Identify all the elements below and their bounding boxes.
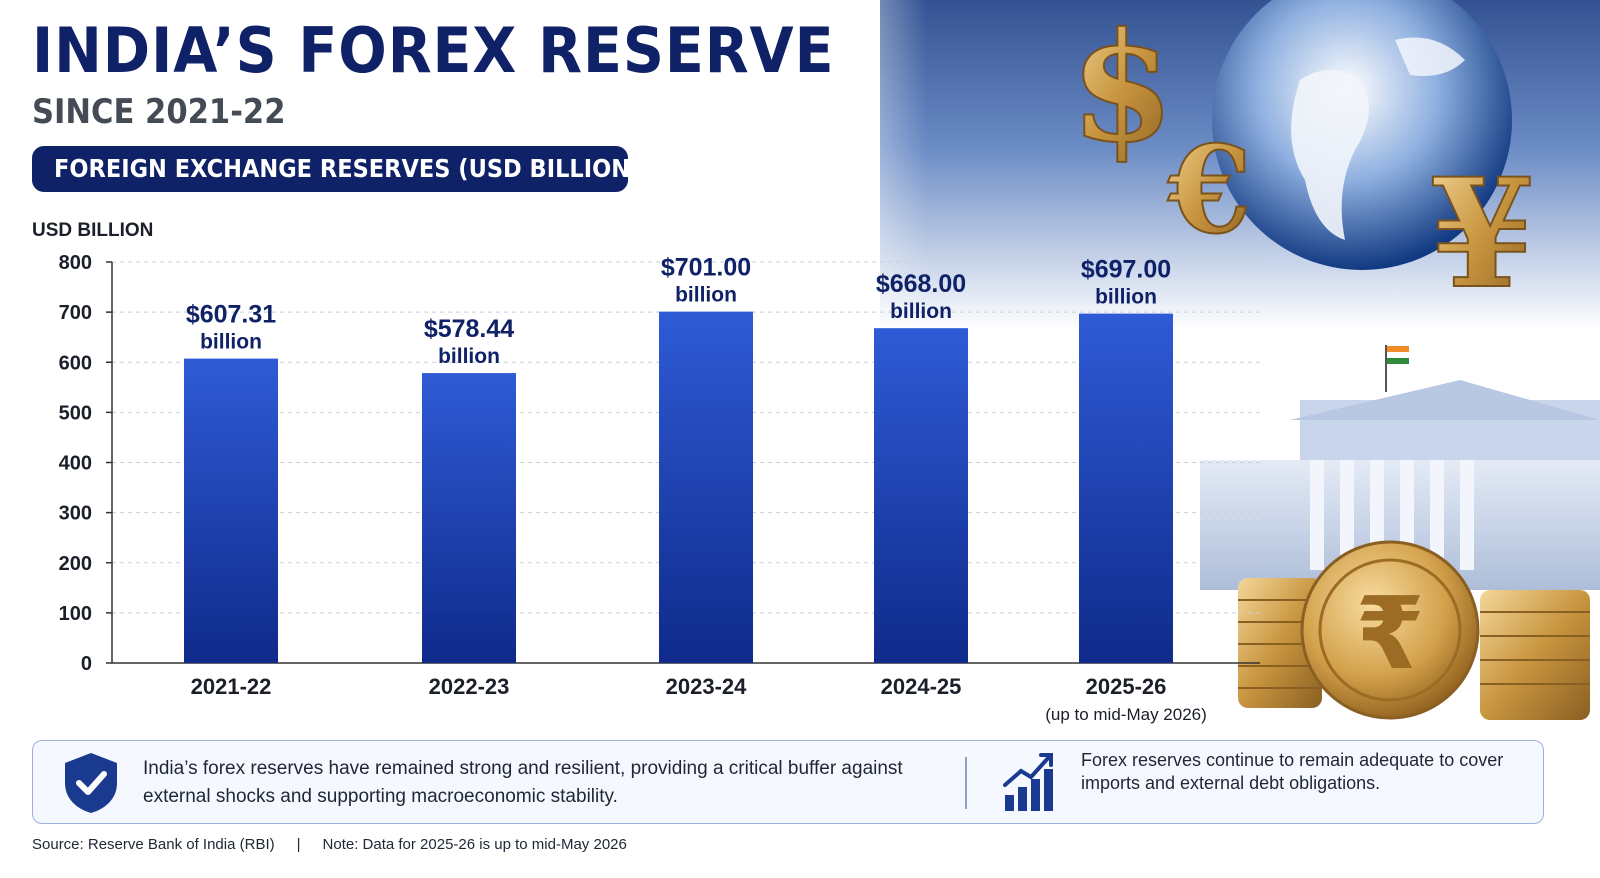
x-tick-label: 2021-22 [191,674,272,699]
chart-heading-pill: FOREIGN EXCHANGE RESERVES (USD BILLION) [32,146,628,192]
chart-heading-label: FOREIGN EXCHANGE RESERVES (USD BILLION) [54,154,628,183]
euro-symbol-icon: € [1167,120,1252,261]
x-tick-label: 2022-23 [429,674,510,699]
info-right-text: Forex reserves continue to remain adequa… [1081,750,1504,793]
y-tick-label: 0 [81,653,92,675]
bar [184,358,278,663]
bar-value-label: $701.00 [661,254,751,282]
footer-source: Source: Reserve Bank of India (RBI) [32,836,275,853]
bar-unit-label: billion [1095,286,1157,309]
bar-unit-label: billion [890,300,952,323]
bar-value-label: $607.31 [186,301,276,329]
globe-icon [1212,0,1512,270]
dollar-symbol-icon: $ [1070,0,1174,176]
y-tick-label: 600 [59,352,92,374]
bar [422,373,516,663]
page-subtitle: SINCE 2021-22 [32,92,286,132]
bar-value-label: $697.00 [1081,256,1171,284]
coin-stack-icon: ₹ [1238,540,1590,720]
y-tick-label: 800 [59,252,92,274]
bar-value-label: $668.00 [876,270,966,298]
x-tick-note: (up to mid-May 2026) [1045,705,1207,724]
y-tick-label: 700 [59,302,92,324]
footer-separator: | [296,836,301,853]
bar [874,328,968,663]
bar [1079,313,1173,663]
x-tick-label: 2023-24 [666,674,748,699]
y-tick-label: 500 [59,402,92,424]
bar-unit-label: billion [200,331,262,354]
growth-chart-icon [1003,753,1053,811]
y-tick-label: 400 [59,453,92,475]
page-title: INDIA’S FOREX RESERVE [32,14,835,87]
shield-check-icon [65,753,117,813]
bar-chart: 0100200300400500600700800$607.31billion2… [59,252,1260,724]
y-tick-label: 300 [59,503,92,525]
bar-unit-label: billion [438,345,500,368]
info-left-text: India’s forex reserves have remained str… [143,758,903,807]
y-tick-label: 200 [59,553,92,575]
bar-unit-label: billion [675,284,737,307]
info-panel: India’s forex reserves have remained str… [32,740,1544,824]
footer-note: Note: Data for 2025-26 is up to mid-May … [322,836,627,853]
decorative-artwork: $ € ¥ ₹ [780,0,1600,720]
x-tick-label: 2025-26 [1086,674,1167,699]
x-tick-label: 2024-25 [881,674,962,699]
flag-icon [1385,345,1409,392]
yen-symbol-icon: ¥ [1430,146,1534,322]
y-tick-label: 100 [59,603,92,625]
info-divider [965,757,967,809]
bar-value-label: $578.44 [424,315,514,343]
y-axis-label: USD BILLION [32,220,154,241]
bar [659,311,753,663]
rupee-symbol-icon: ₹ [1355,575,1425,692]
footer: Source: Reserve Bank of India (RBI) | Note… [32,836,627,853]
